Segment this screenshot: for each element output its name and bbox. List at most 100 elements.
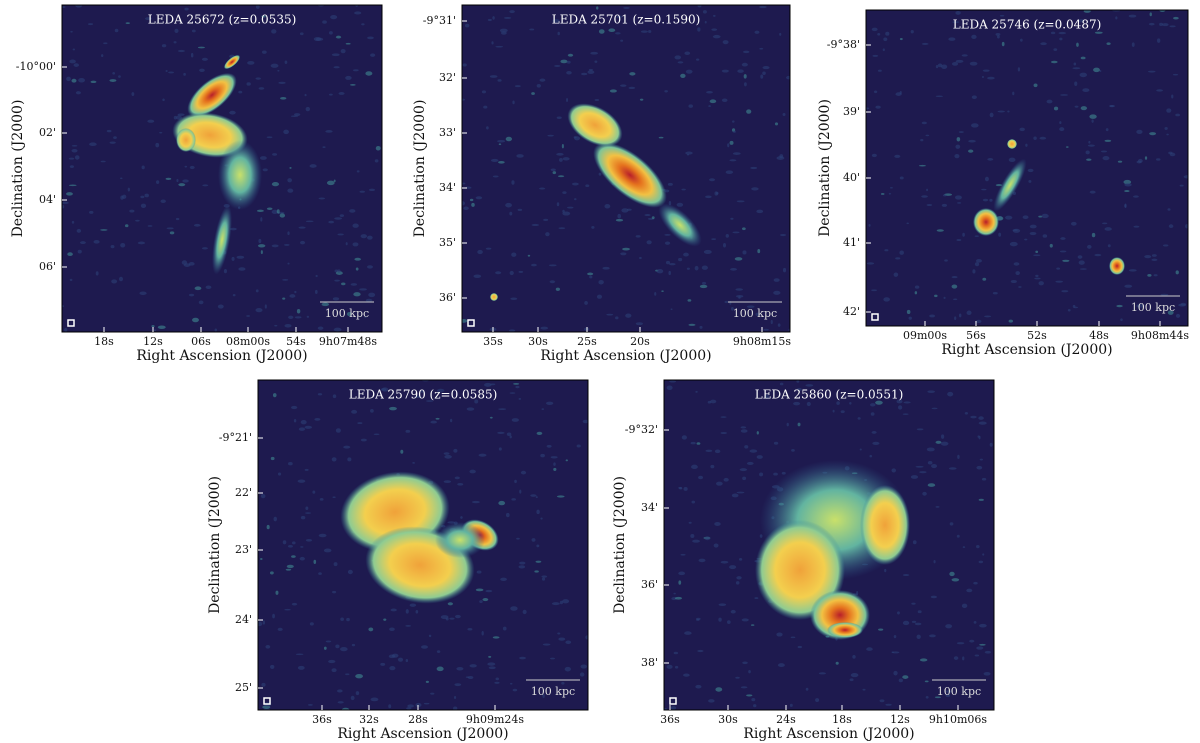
- noise: [1094, 31, 1103, 34]
- noise: [615, 32, 621, 35]
- noise: [309, 622, 314, 626]
- x-tick-label: 35s: [483, 335, 503, 348]
- noise: [731, 493, 739, 498]
- noise: [457, 482, 464, 486]
- noise: [78, 77, 86, 83]
- noise: [945, 693, 951, 698]
- noise: [256, 209, 264, 213]
- noise: [1039, 136, 1047, 140]
- noise: [449, 418, 453, 423]
- noise: [871, 27, 878, 32]
- noise: [942, 194, 947, 197]
- noise: [683, 673, 690, 677]
- noise: [497, 79, 502, 82]
- noise: [492, 16, 495, 20]
- noise: [1040, 42, 1047, 46]
- noise: [1166, 108, 1172, 113]
- noise: [870, 403, 876, 407]
- x-tick-label: 36s: [660, 713, 680, 726]
- noise: [705, 195, 712, 199]
- noise: [443, 480, 452, 483]
- noise: [255, 307, 263, 313]
- noise: [469, 198, 474, 202]
- noise: [368, 627, 374, 632]
- noise: [966, 310, 972, 316]
- noise: [359, 190, 366, 193]
- noise: [294, 316, 302, 319]
- noise: [996, 35, 1000, 39]
- y-tick-label: 24': [235, 613, 252, 626]
- noise: [1053, 106, 1059, 111]
- noise: [1080, 56, 1086, 60]
- y-tick-label: -10°00': [16, 60, 56, 73]
- noise: [673, 651, 679, 655]
- noise: [266, 136, 273, 139]
- noise: [279, 213, 286, 218]
- noise: [955, 11, 961, 15]
- noise: [567, 206, 574, 209]
- noise: [756, 455, 763, 459]
- noise: [406, 707, 412, 710]
- noise: [581, 72, 588, 76]
- noise: [1136, 160, 1142, 164]
- noise: [615, 218, 624, 222]
- beam: [871, 313, 879, 321]
- emission: [223, 54, 241, 70]
- noise: [318, 197, 326, 200]
- noise: [462, 98, 466, 101]
- noise: [550, 168, 556, 172]
- noise: [895, 92, 902, 96]
- y-tick-label: 02': [39, 126, 56, 139]
- noise: [979, 643, 986, 646]
- noise: [576, 444, 581, 448]
- noise: [1131, 42, 1135, 47]
- noise: [735, 676, 740, 679]
- noise: [137, 241, 146, 245]
- x-tick-label: 08m00s: [226, 335, 270, 348]
- noise: [951, 62, 959, 66]
- noise: [1067, 308, 1071, 312]
- noise: [590, 51, 599, 55]
- noise: [626, 208, 632, 211]
- noise: [560, 59, 568, 64]
- noise: [391, 653, 399, 658]
- noise: [715, 687, 723, 692]
- emission: [973, 208, 999, 236]
- noise: [893, 272, 899, 277]
- noise: [1185, 224, 1188, 229]
- noise: [405, 624, 412, 627]
- noise: [262, 620, 266, 625]
- noise: [688, 104, 693, 108]
- noise: [549, 280, 556, 284]
- noise: [282, 540, 287, 545]
- noise: [300, 419, 307, 425]
- noise: [737, 69, 744, 73]
- noise: [1060, 237, 1066, 240]
- noise: [685, 151, 693, 155]
- noise: [483, 105, 488, 109]
- noise: [498, 447, 502, 451]
- noise: [67, 252, 73, 257]
- noise: [321, 302, 330, 307]
- noise: [490, 158, 499, 162]
- noise: [978, 435, 981, 440]
- y-tick-label: 39': [843, 105, 860, 118]
- noise: [1024, 238, 1028, 241]
- noise: [519, 561, 526, 565]
- noise: [919, 471, 927, 474]
- noise: [926, 447, 935, 452]
- noise: [331, 53, 340, 57]
- noise: [902, 675, 909, 679]
- noise: [951, 578, 960, 582]
- noise: [983, 672, 991, 676]
- noise: [495, 677, 500, 681]
- x-tick-label: 56s: [966, 329, 986, 342]
- noise: [1038, 215, 1043, 218]
- noise: [629, 72, 636, 76]
- noise: [1038, 281, 1044, 286]
- noise: [1089, 190, 1096, 194]
- noise: [871, 289, 878, 292]
- noise: [87, 23, 94, 26]
- noise: [730, 267, 737, 271]
- noise: [664, 707, 668, 710]
